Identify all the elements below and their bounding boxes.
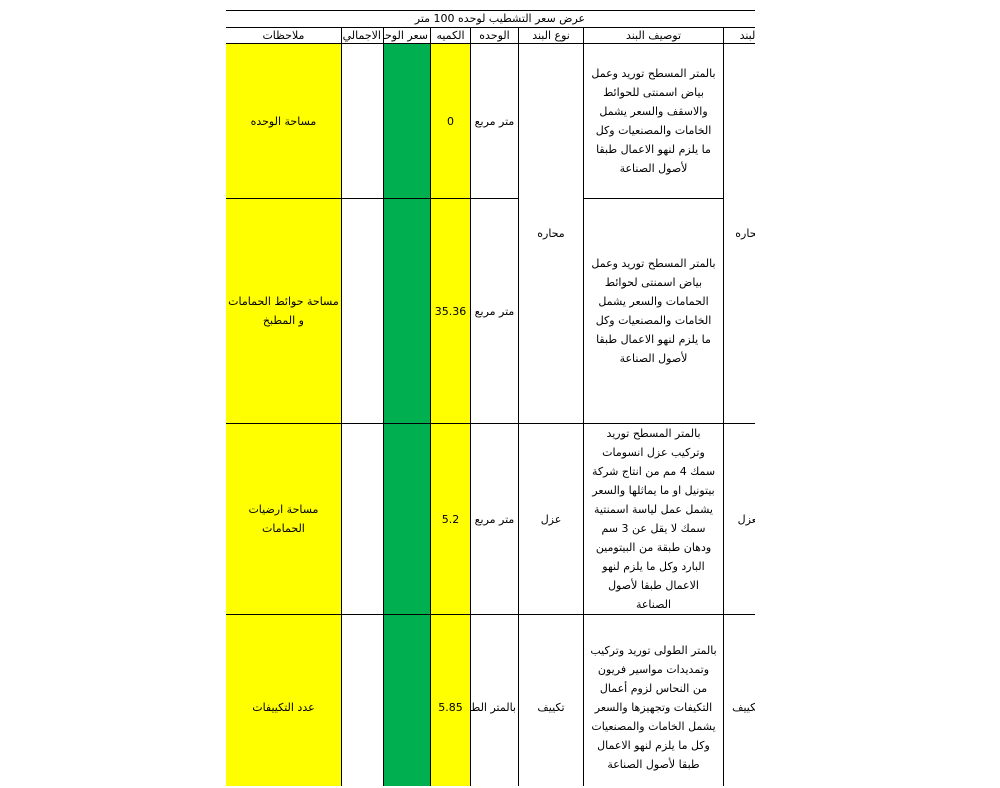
table-row: محاره بالمتر المسطح توريد وعمل بياض اسمن… bbox=[226, 43, 755, 424]
description-cell[interactable]: بالمتر الطولى توريد وتركيب وتمديدات مواس… bbox=[583, 614, 724, 786]
table-title: عرض سعر التشطيب لوحده 100 متر bbox=[226, 10, 755, 28]
total-cell[interactable] bbox=[341, 614, 384, 786]
table-row: التكييف بالمتر الطولى توريد وتركيب وتمدي… bbox=[226, 614, 755, 786]
type-cell[interactable]: محاره bbox=[518, 43, 584, 424]
type-cell[interactable]: تكييف bbox=[518, 614, 584, 786]
total-cell[interactable] bbox=[341, 198, 384, 424]
unit-cell[interactable]: متر مربع bbox=[470, 198, 519, 424]
price-table: عرض سعر التشطيب لوحده 100 متر البند توصي… bbox=[226, 10, 755, 786]
header-unit: الوحده bbox=[470, 27, 519, 44]
notes-cell[interactable]: مساحة ارضيات الحمامات bbox=[226, 423, 343, 615]
total-cell[interactable] bbox=[341, 43, 384, 199]
header-item: البند bbox=[723, 27, 755, 44]
header-quantity: الكميه bbox=[430, 27, 471, 44]
spreadsheet: عرض سعر التشطيب لوحده 100 متر البند توصي… bbox=[226, 10, 755, 786]
table-row: بالمتر المسطح توريد وعمل بياض اسمنتى لحو… bbox=[226, 198, 755, 424]
unit-cell[interactable]: متر مربع bbox=[470, 43, 519, 199]
header-type: نوع البند bbox=[518, 27, 584, 44]
type-cell[interactable]: عزل bbox=[518, 423, 584, 615]
unit-cell[interactable]: بالمتر الطولى bbox=[470, 614, 519, 786]
total-cell[interactable] bbox=[341, 423, 384, 615]
notes-cell[interactable]: مساحة الوحده bbox=[226, 43, 343, 199]
item-cell[interactable]: محاره bbox=[723, 43, 755, 424]
quantity-cell[interactable]: 0 bbox=[430, 43, 471, 199]
quantity-cell[interactable]: 5.85 bbox=[430, 614, 471, 786]
notes-cell[interactable]: مساحة حوائط الحمامات و المطبخ bbox=[226, 198, 343, 424]
unit-cell[interactable]: متر مربع bbox=[470, 423, 519, 615]
quantity-cell[interactable]: 5.2 bbox=[430, 423, 471, 615]
quantity-cell[interactable]: 35.36 bbox=[430, 198, 471, 424]
unit-price-cell[interactable] bbox=[383, 423, 431, 615]
header-notes: ملاحظات bbox=[226, 27, 343, 44]
description-cell[interactable]: بالمتر المسطح توريد وعمل بياض اسمنتى للح… bbox=[583, 43, 724, 199]
header-unit-price: سعر الوحده bbox=[383, 27, 431, 44]
header-total: الاجمالي bbox=[341, 27, 384, 44]
unit-price-cell[interactable] bbox=[383, 198, 431, 424]
item-cell[interactable]: التكييف bbox=[723, 614, 755, 786]
unit-price-cell[interactable] bbox=[383, 614, 431, 786]
notes-cell[interactable]: عدد التكييفات bbox=[226, 614, 343, 786]
table-row: لعزل بالمتر المسطح توريد وتركيب عزل انسو… bbox=[226, 423, 755, 615]
description-cell[interactable]: بالمتر المسطح توريد وتركيب عزل انسومات س… bbox=[583, 423, 724, 615]
item-cell[interactable]: لعزل bbox=[723, 423, 755, 615]
description-cell[interactable]: بالمتر المسطح توريد وعمل بياض اسمنتى لحو… bbox=[583, 198, 724, 424]
header-description: توصيف البند bbox=[583, 27, 724, 44]
unit-price-cell[interactable] bbox=[383, 43, 431, 199]
